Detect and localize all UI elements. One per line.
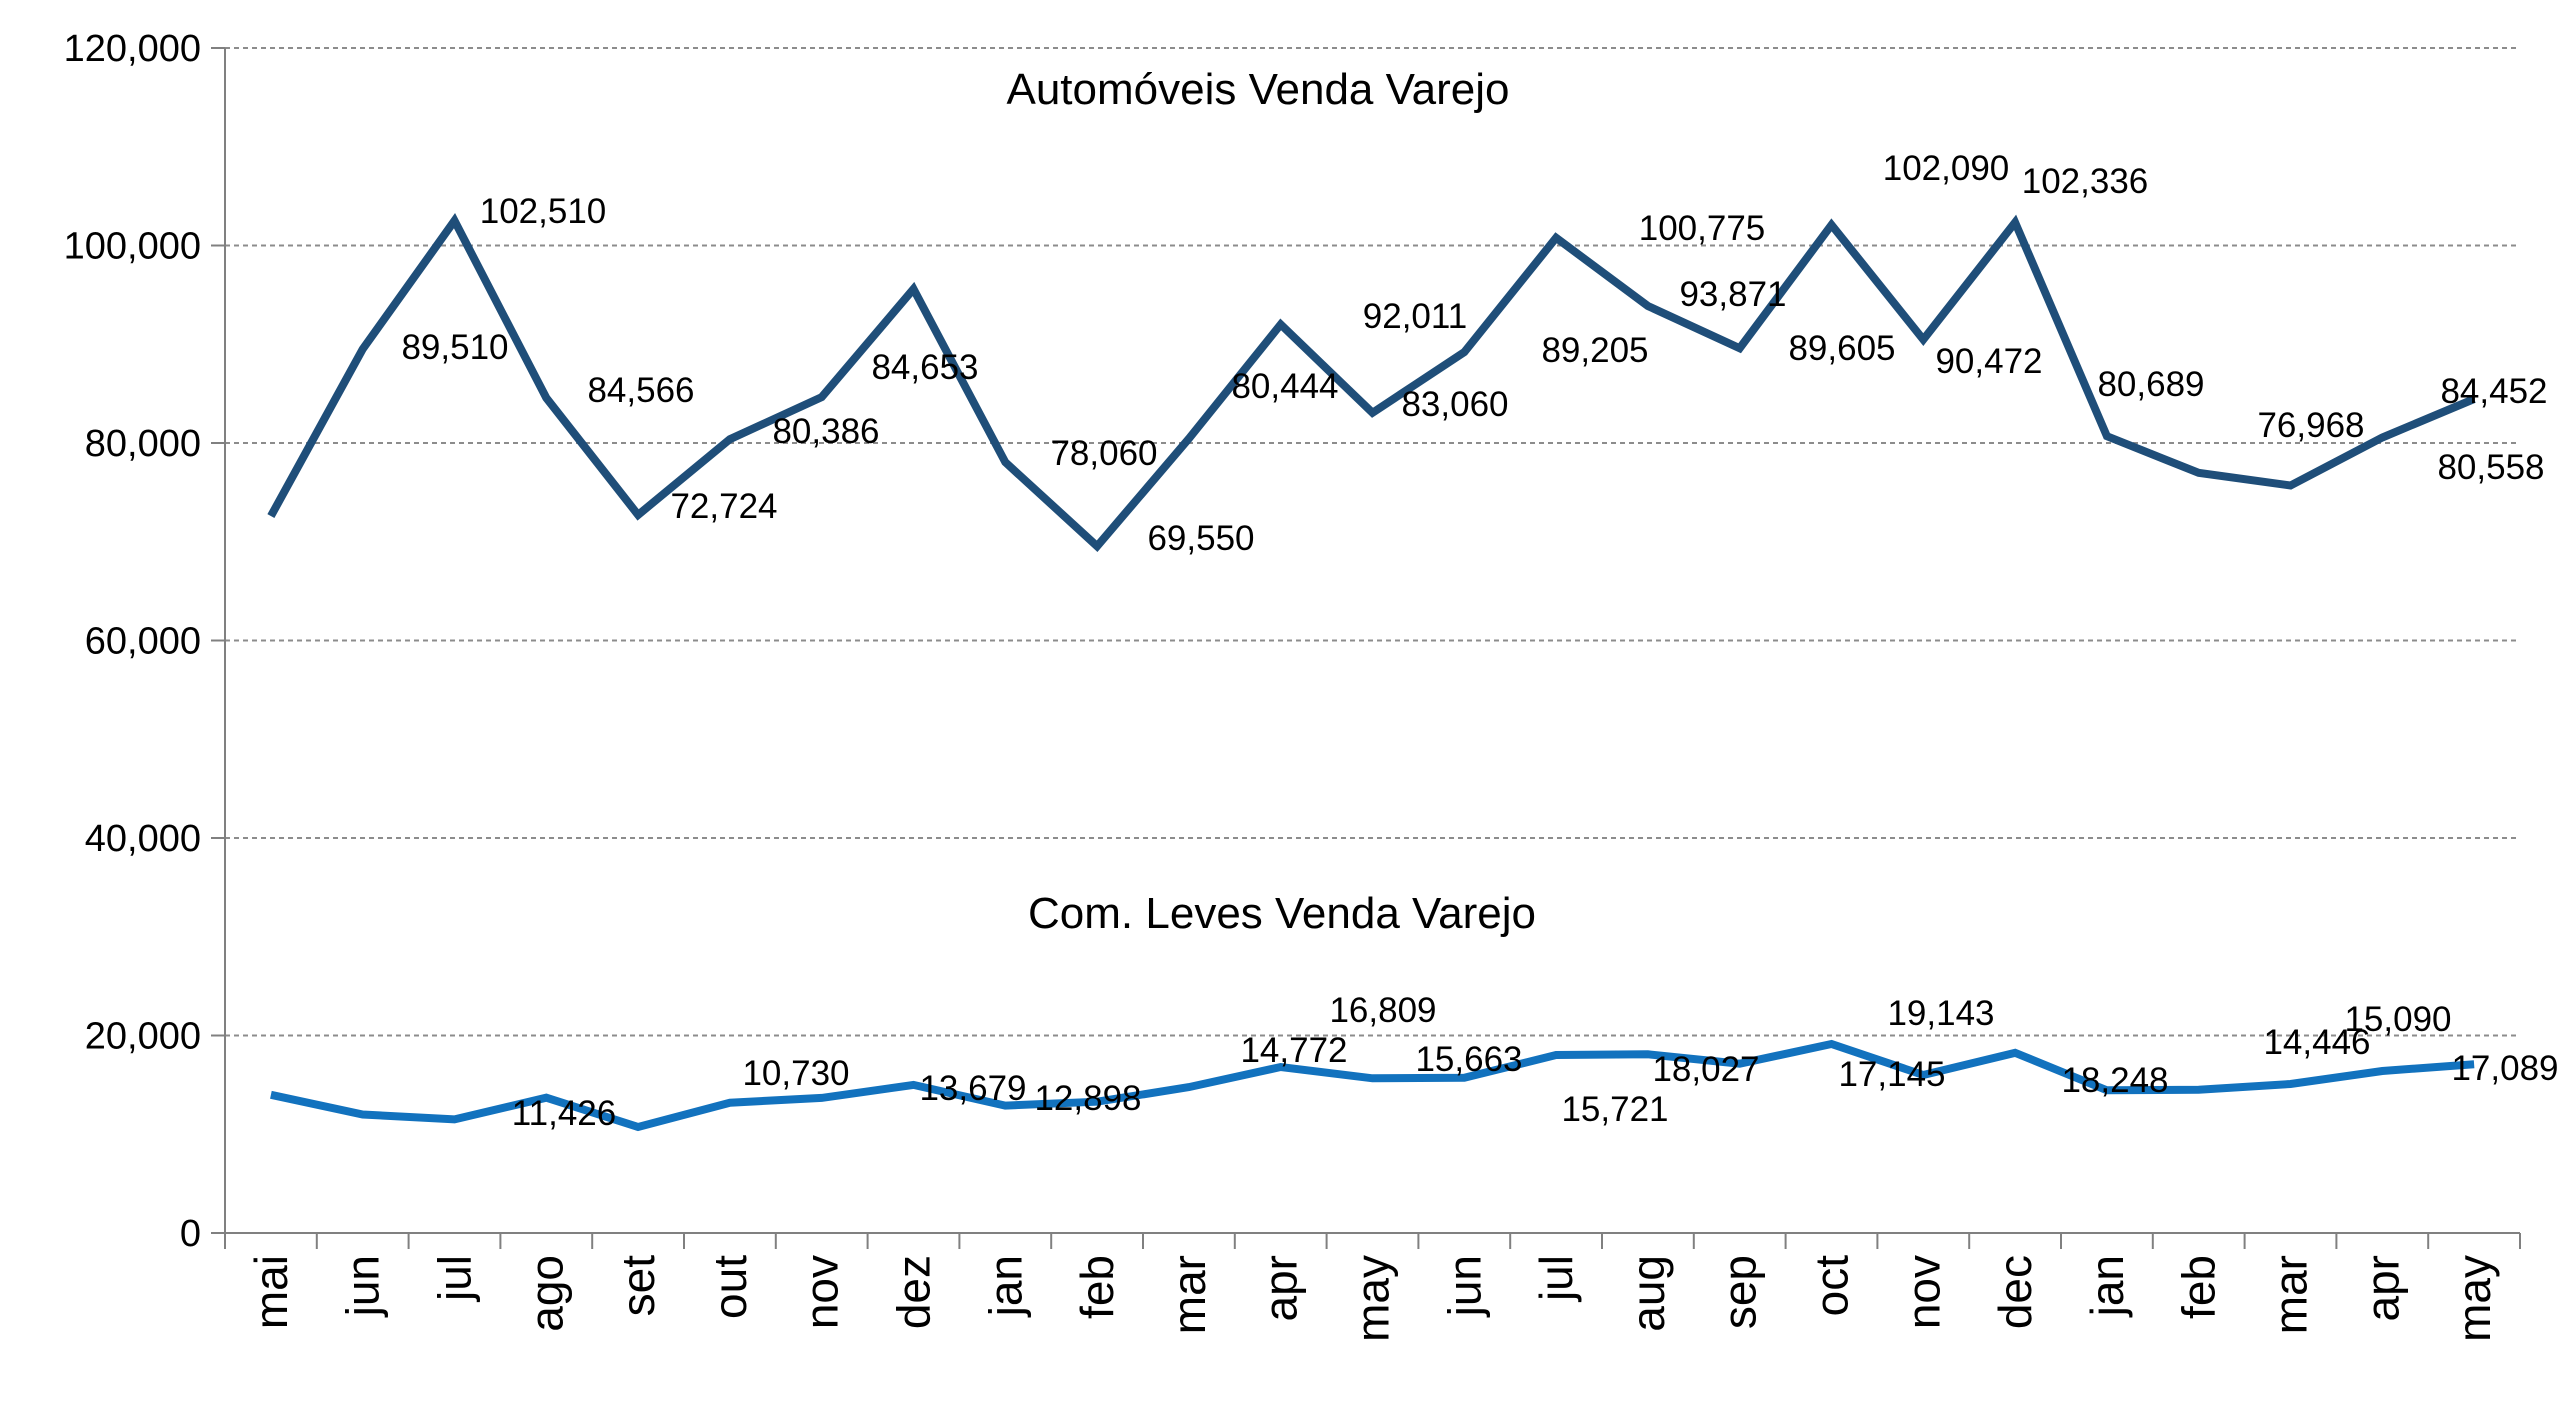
data-label: 90,472 [1935, 342, 2042, 381]
data-label: 17,089 [2451, 1049, 2558, 1088]
series-lines [267, 213, 2476, 1132]
data-label: 80,444 [1231, 367, 1338, 406]
x-tick-label: jun [1438, 1255, 1490, 1318]
y-tick-label: 100,000 [64, 226, 201, 268]
x-tick-label: mar [1163, 1255, 1215, 1334]
x-tick-label: may [2448, 1255, 2500, 1342]
y-tick-label: 80,000 [85, 423, 201, 465]
series-line-com-leves [270, 1039, 2475, 1132]
x-tick-label: aug [1622, 1255, 1674, 1332]
data-label: 72,724 [670, 487, 777, 526]
x-tick-label: oct [1806, 1255, 1858, 1317]
x-tick-label: mai [245, 1255, 297, 1329]
data-label: 84,653 [871, 348, 978, 387]
data-label: 84,566 [587, 371, 694, 410]
y-tick-label: 120,000 [64, 28, 201, 70]
data-label: 102,336 [2022, 162, 2149, 201]
data-label: 80,558 [2437, 448, 2544, 487]
x-tick-label: apr [1255, 1255, 1307, 1321]
x-tick-label: nov [796, 1255, 848, 1329]
data-label: 83,060 [1401, 385, 1508, 424]
x-tick-label: dez [888, 1255, 940, 1329]
x-tick-label: jan [979, 1255, 1031, 1318]
data-label: 80,386 [772, 412, 879, 451]
x-tick-label: feb [1071, 1255, 1123, 1319]
data-label: 76,968 [2257, 406, 2364, 445]
data-label: 92,011 [1363, 297, 1467, 336]
data-label: 84,452 [2440, 372, 2547, 411]
x-tick-label: feb [2173, 1255, 2225, 1319]
gridlines [225, 47, 2520, 1037]
data-label: 18,027 [1652, 1050, 1759, 1089]
x-tick-label: nov [1897, 1255, 1949, 1329]
data-label: 93,871 [1679, 275, 1786, 314]
data-label: 17,145 [1838, 1055, 1945, 1094]
series-title-com-leves: Com. Leves Venda Varejo [1028, 889, 1536, 938]
x-tick-label: ago [520, 1255, 572, 1332]
data-label: 69,550 [1147, 519, 1254, 558]
y-tick-label: 0 [180, 1213, 201, 1255]
data-label: 89,510 [401, 328, 508, 367]
x-tick-label: jun [337, 1255, 389, 1318]
data-label: 14,446 [2263, 1023, 2370, 1062]
data-label: 102,510 [480, 192, 607, 231]
x-tick-label: set [612, 1255, 664, 1317]
x-tick-label: jan [2081, 1255, 2133, 1318]
data-label: 89,605 [1788, 329, 1895, 368]
data-label: 15,721 [1561, 1090, 1668, 1129]
data-label: 15,090 [2344, 1000, 2451, 1039]
data-label: 13,679 [919, 1069, 1026, 1108]
data-label: 18,248 [2061, 1061, 2168, 1100]
data-label: 14,772 [1240, 1031, 1347, 1070]
x-tick-label: apr [2356, 1255, 2408, 1321]
y-axis-ticks: 0 20,000 40,000 60,000 80,000 100,000 120,000 [64, 28, 225, 1255]
x-tick-label: sep [1714, 1255, 1766, 1329]
series-line-automoveis [267, 213, 2476, 552]
x-tick-label: jul [1530, 1255, 1582, 1303]
data-label: 12,898 [1034, 1079, 1141, 1118]
y-tick-label: 20,000 [85, 1016, 201, 1058]
data-label: 16,809 [1329, 991, 1436, 1030]
series-title-automoveis: Automóveis Venda Varejo [1006, 65, 1509, 114]
data-label: 10,730 [742, 1054, 849, 1093]
x-tick-label: dec [1989, 1255, 2041, 1329]
data-label: 15,663 [1415, 1040, 1522, 1079]
x-tick-label: mar [2265, 1255, 2317, 1334]
x-tick-label: jul [429, 1255, 481, 1303]
data-label: 11,426 [512, 1094, 616, 1133]
data-label: 78,060 [1050, 434, 1157, 473]
data-label: 19,143 [1887, 994, 1994, 1033]
x-tick-label: out [704, 1255, 756, 1319]
data-label: 102,090 [1883, 149, 2010, 188]
y-tick-label: 60,000 [85, 621, 201, 663]
x-tick-label: may [1347, 1255, 1399, 1342]
x-axis-ticks: mai jun jul ago set out nov dez jan feb mar apr may j… [224, 1233, 2521, 1342]
data-labels: 89,510 102,510 84,566 72,724 80,386 84,653 78,… [401, 149, 2558, 1133]
data-label: 100,775 [1639, 209, 1766, 248]
series-titles: Automóveis Venda Varejo Com. Leves Venda… [1006, 65, 1536, 938]
y-tick-label: 40,000 [85, 818, 201, 860]
data-label: 89,205 [1541, 331, 1648, 370]
data-label: 80,689 [2097, 365, 2204, 404]
